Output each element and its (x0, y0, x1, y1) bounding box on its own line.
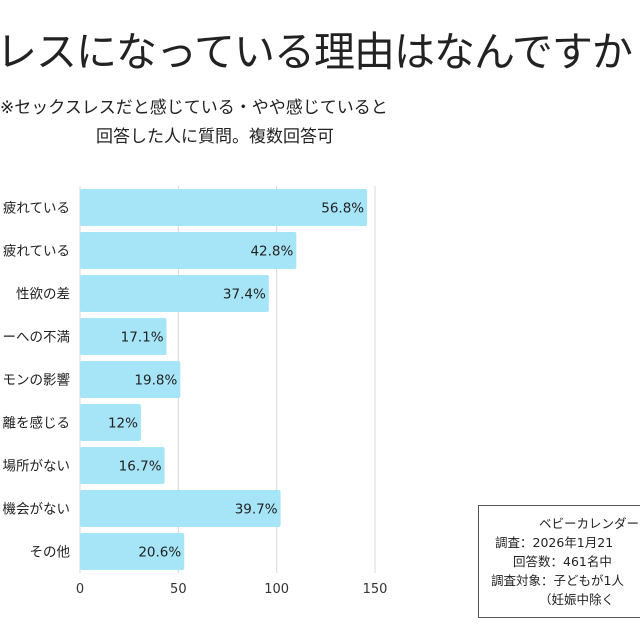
data-label: 39.7% (235, 502, 278, 518)
data-label: 19.8% (134, 373, 177, 389)
chart-title: レスになっている理由はなんですか (0, 28, 633, 76)
category-label: 場所がない (3, 459, 71, 475)
bar (80, 318, 167, 355)
info-line: （妊娠中除く (539, 592, 615, 607)
x-tick-label: 150 (363, 582, 388, 597)
data-label: 16.7% (119, 459, 162, 475)
bar (80, 275, 269, 312)
bar (80, 232, 297, 269)
data-label: 17.1% (121, 330, 164, 346)
category-label: 疲れている (3, 200, 70, 217)
category-label: 離を感じる (3, 415, 71, 432)
subtitle-line-2: 回答した人に質問。複数回答可 (96, 127, 334, 147)
subtitle-line-1: ※セックスレスだと感じている・やや感じていると (0, 98, 388, 118)
info-line: ベビーカレンダー (539, 516, 640, 531)
category-label: 性欲の差 (16, 287, 70, 303)
bar (80, 490, 281, 527)
info-line: 調査：2026年1月21 (495, 535, 614, 550)
category-label: ーへの不満 (3, 330, 71, 346)
bar (80, 447, 165, 484)
data-label: 12% (108, 416, 138, 432)
data-label: 42.8% (250, 244, 293, 260)
data-label: 37.4% (223, 287, 266, 303)
info-line: 調査対象：子どもが1人 (491, 573, 624, 588)
category-label: 機会がない (3, 502, 71, 518)
category-label: その他 (30, 545, 71, 561)
bar (80, 189, 368, 226)
x-tick-label: 100 (264, 582, 289, 597)
data-label: 56.8% (321, 201, 364, 217)
bar (80, 361, 181, 398)
data-label: 20.6% (138, 545, 181, 561)
info-line: 回答数：461名中 (513, 554, 612, 569)
category-label: モンの影響 (3, 372, 71, 389)
survey-info-box: ベビーカレンダー 調査：2026年1月21 回答数：461名中 調査対象：子ども… (478, 505, 640, 618)
category-label: 疲れている (3, 243, 70, 260)
x-tick-label: 50 (170, 582, 187, 597)
x-tick-label: 0 (76, 582, 84, 597)
bar (80, 533, 185, 570)
bar (80, 404, 141, 441)
